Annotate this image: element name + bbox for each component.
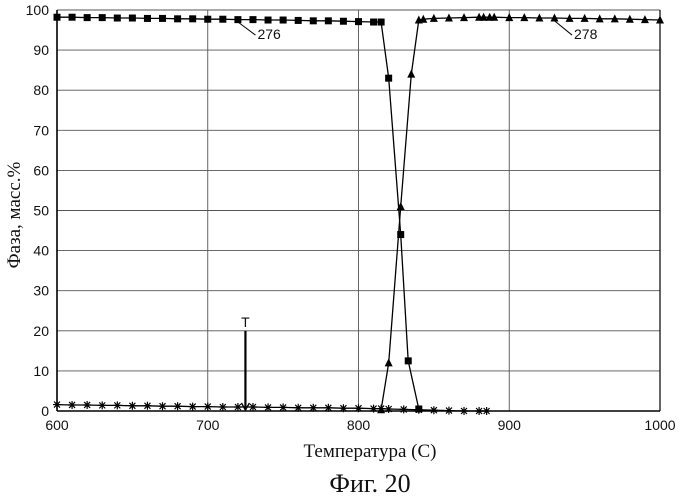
- data-point-square: [159, 15, 166, 22]
- data-point-star: [415, 406, 423, 414]
- y-tick-label: 80: [33, 82, 49, 98]
- data-point-star: [143, 402, 151, 410]
- series-star: [53, 401, 491, 415]
- data-point-star: [430, 406, 438, 414]
- data-point-star: [355, 404, 363, 412]
- data-point-square: [99, 14, 106, 21]
- x-tick-label: 600: [45, 417, 69, 433]
- data-point-square: [405, 357, 412, 364]
- data-point-star: [264, 403, 272, 411]
- data-point-star: [234, 403, 242, 411]
- data-point-square: [54, 14, 61, 21]
- data-point-square: [265, 17, 272, 24]
- data-point-square: [69, 14, 76, 21]
- data-point-star: [294, 404, 302, 412]
- data-point-star: [483, 407, 491, 415]
- data-point-star: [445, 407, 453, 415]
- y-tick-label: 50: [33, 203, 49, 219]
- data-point-square: [385, 75, 392, 82]
- y-tick-label: 40: [33, 243, 49, 259]
- data-point-square: [189, 15, 196, 22]
- data-point-square: [355, 18, 362, 25]
- data-point-star: [377, 405, 385, 413]
- data-point-square: [325, 17, 332, 24]
- data-point-star: [68, 401, 76, 409]
- data-point-star: [98, 401, 106, 409]
- series-line: [381, 17, 660, 410]
- series-callout-label: 276: [257, 26, 281, 42]
- label-layer: Температура (С) Фаза, масс.% Фиг. 20: [4, 162, 436, 498]
- data-point-square: [340, 18, 347, 25]
- data-point-square: [144, 15, 151, 22]
- y-tick-label: 30: [33, 283, 49, 299]
- data-point-star: [400, 405, 408, 413]
- x-tick-label: 800: [347, 417, 371, 433]
- data-point-star: [279, 403, 287, 411]
- y-tick-label: 70: [33, 122, 49, 138]
- data-point-square: [219, 16, 226, 23]
- data-point-star: [219, 403, 227, 411]
- data-point-star: [128, 402, 136, 410]
- data-point-star: [460, 407, 468, 415]
- data-point-star: [83, 401, 91, 409]
- data-point-square: [378, 19, 385, 26]
- x-tick-label: 700: [196, 417, 220, 433]
- x-tick-label: 1000: [644, 417, 675, 433]
- data-point-square: [84, 14, 91, 21]
- series-callout-label: 278: [574, 26, 598, 42]
- x-tick-label: 900: [498, 417, 522, 433]
- data-point-star: [113, 401, 121, 409]
- annotation-layer: T 276 278: [237, 20, 597, 410]
- data-point-star: [174, 402, 182, 410]
- axes: 01020304050607080901006007008009001000: [26, 2, 676, 433]
- y-tick-label: 10: [33, 363, 49, 379]
- data-point-star: [385, 405, 393, 413]
- data-point-star: [204, 403, 212, 411]
- data-point-star: [370, 405, 378, 413]
- x-axis-title: Температура (С): [304, 441, 437, 462]
- series-callout-leader: [237, 22, 255, 35]
- series-278: [377, 13, 664, 414]
- data-point-star: [324, 404, 332, 412]
- y-tick-label: 20: [33, 323, 49, 339]
- data-point-square: [280, 17, 287, 24]
- data-point-square: [249, 16, 256, 23]
- y-tick-label: 90: [33, 42, 49, 58]
- data-point-star: [249, 403, 257, 411]
- figure-caption: Фиг. 20: [329, 469, 410, 498]
- data-point-star: [309, 404, 317, 412]
- y-axis-title: Фаза, масс.%: [4, 162, 25, 269]
- data-point-square: [114, 15, 121, 22]
- data-point-square: [174, 15, 181, 22]
- data-point-star: [159, 402, 167, 410]
- data-point-star: [475, 407, 483, 415]
- series-callout-leader: [554, 20, 572, 35]
- data-point-star: [53, 401, 61, 409]
- y-tick-label: 60: [33, 162, 49, 178]
- data-point-square: [129, 15, 136, 22]
- data-point-star: [339, 404, 347, 412]
- data-point-square: [295, 17, 302, 24]
- y-tick-label: 100: [26, 2, 50, 18]
- data-point-square: [204, 16, 211, 23]
- series-276: [54, 14, 423, 413]
- data-point-triangle: [407, 70, 415, 78]
- data-point-star: [189, 403, 197, 411]
- data-point-square: [310, 17, 317, 24]
- series-line: [57, 17, 419, 409]
- temperature-marker-label: T: [241, 314, 250, 330]
- data-point-square: [370, 19, 377, 26]
- grid: [57, 10, 660, 411]
- data-point-triangle: [385, 358, 393, 366]
